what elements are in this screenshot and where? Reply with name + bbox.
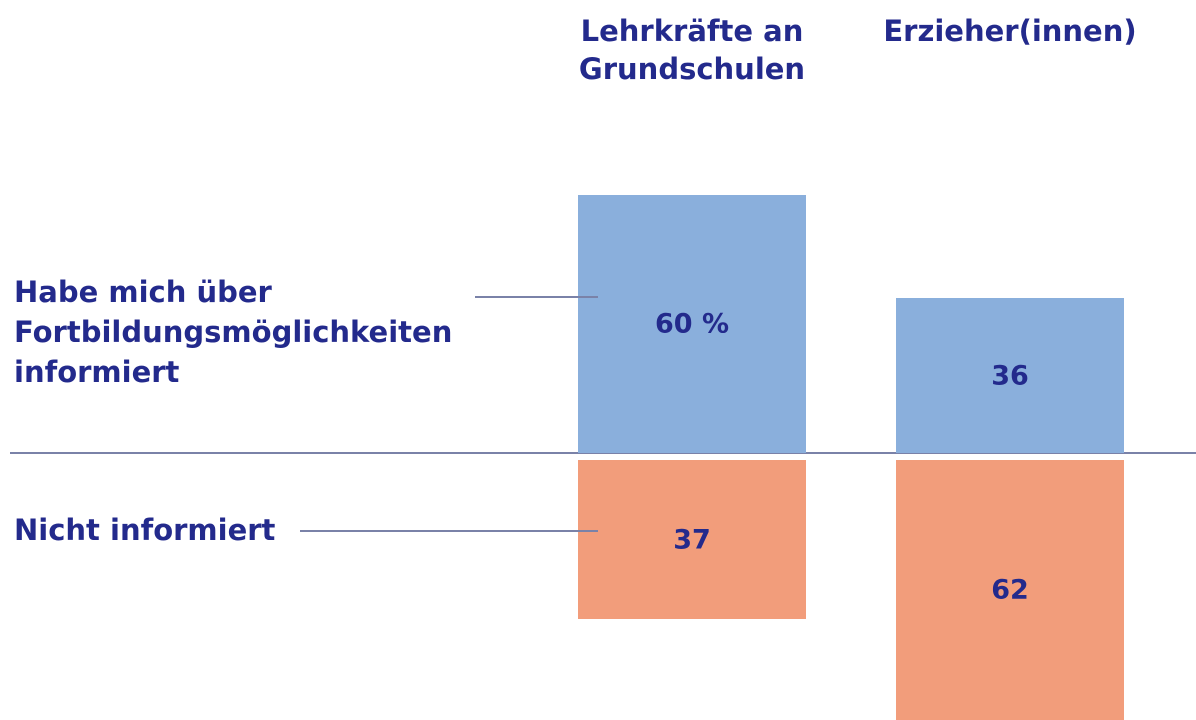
series-label: Nicht informiert	[14, 513, 276, 547]
series-label: Habe mich über Fortbildungsmöglichkeiten…	[14, 275, 453, 389]
value-label: 60 %	[654, 308, 730, 340]
connector	[475, 296, 598, 298]
value-label: 62	[991, 574, 1029, 606]
category-label: Lehrkräfte an Grundschulen	[578, 14, 806, 86]
bar	[578, 460, 806, 620]
bar	[896, 298, 1124, 453]
category-label: Erzieher(innen)	[883, 14, 1137, 48]
bar	[578, 195, 806, 453]
bar	[896, 460, 1124, 720]
connector	[300, 530, 598, 532]
value-label: 36	[991, 360, 1029, 392]
value-label: 37	[673, 524, 711, 556]
